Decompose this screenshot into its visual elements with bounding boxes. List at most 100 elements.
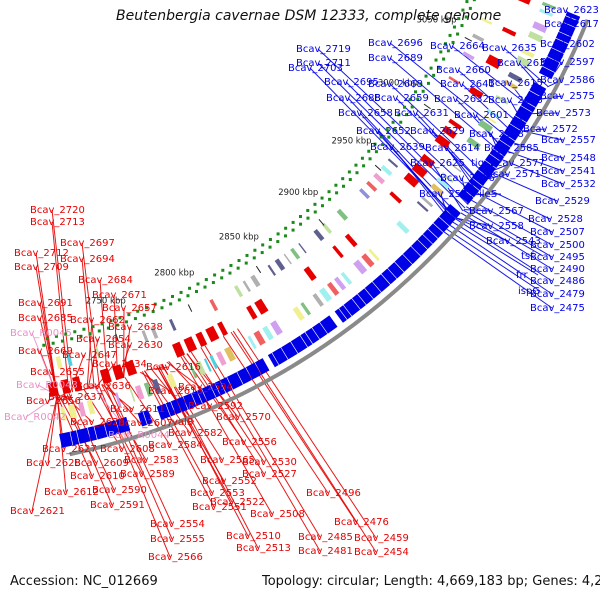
forward-cds-mark — [339, 305, 352, 320]
forward-cds-mark — [538, 66, 555, 80]
gc-skew-dot — [127, 313, 131, 317]
gene-label: Bcav_2657 — [102, 303, 157, 314]
gc-skew-dot — [42, 343, 46, 347]
gene-label: Bcav_2575 — [540, 91, 595, 102]
reverse-cds-mark — [303, 266, 317, 282]
forward-cds-mark — [115, 416, 131, 434]
cog-category-mark — [340, 271, 353, 285]
leader-line — [457, 69, 524, 129]
leader-line — [81, 258, 95, 387]
gene-label: frr — [516, 270, 528, 281]
reverse-cds-mark — [99, 368, 112, 384]
gc-skew-dot — [387, 135, 391, 139]
gene-label: Bcav_2585 — [484, 143, 539, 154]
gene-label: ispG — [518, 286, 540, 297]
gc-skew-dot — [171, 294, 175, 298]
gene-label: tig — [471, 158, 484, 169]
scale-label: 3000 kbp — [378, 79, 418, 89]
gene-label: Bcav_2573 — [536, 108, 591, 119]
forward-cds-mark — [143, 409, 153, 425]
forward-cds-mark — [183, 393, 197, 410]
genome-title: Beutenbergia cavernae DSM 12333, complet… — [116, 8, 502, 24]
gc-skew-dot — [419, 82, 423, 86]
leader-line — [477, 192, 553, 233]
cog-category-mark — [270, 320, 283, 336]
cog-category-mark — [520, 48, 535, 59]
cog-category-mark — [215, 351, 227, 366]
gene-label: Bcav_2592 — [188, 401, 243, 412]
cog-category-mark — [480, 17, 493, 25]
forward-cds-mark — [529, 82, 547, 97]
gene-label: Bcav_2529 — [535, 196, 590, 207]
gene-label: Bcav_2607 — [118, 418, 173, 429]
cog-category-mark — [359, 188, 371, 200]
leader-line — [94, 386, 143, 475]
leader-line — [31, 395, 58, 512]
gene-label: Bcav_2639 — [370, 142, 425, 153]
forward-cds-mark — [281, 341, 298, 360]
cog-category-mark — [353, 259, 368, 275]
gene-label: Bcav_R0042 — [4, 412, 66, 423]
gene-label: ileS — [479, 189, 497, 200]
gc-skew-dot — [100, 322, 104, 326]
gc-skew-dot — [424, 74, 428, 78]
gene-label: Bcav_2557 — [541, 135, 596, 146]
cog-category-mark — [336, 208, 349, 221]
cog-category-mark — [274, 258, 286, 271]
gc-skew-dot — [283, 234, 287, 238]
scale-tick-mark — [255, 265, 262, 274]
gc-skew-dot — [448, 33, 452, 37]
gc-skew-dot — [393, 128, 397, 132]
leader-line — [449, 224, 553, 295]
cog-category-mark — [466, 136, 481, 150]
gc-skew-dot — [373, 142, 377, 146]
leader-line — [502, 159, 564, 185]
reverse-cds-mark — [124, 360, 138, 377]
gc-skew-dot — [169, 302, 173, 306]
gene-label: Bcav_2632 — [434, 94, 489, 105]
cog-category-mark — [532, 21, 548, 34]
gene-label: Bcav_2541 — [541, 166, 596, 177]
gc-skew-dot — [360, 156, 364, 160]
cog-category-mark — [333, 276, 347, 291]
forward-cds-mark — [104, 420, 120, 437]
forward-cds-mark — [445, 204, 461, 219]
scale-label: 2750 kbp — [86, 297, 126, 307]
gc-skew-dot — [291, 228, 295, 232]
scale-tick-mark — [374, 164, 382, 171]
forward-cds-mark — [499, 133, 515, 148]
cog-category-mark — [150, 326, 159, 339]
forward-cds-mark — [520, 100, 536, 113]
leader-line — [377, 130, 455, 221]
cog-category-mark — [436, 177, 450, 190]
cog-category-mark — [166, 373, 177, 389]
forward-cds-mark — [503, 123, 522, 141]
scale-label: 2850 kbp — [219, 232, 259, 242]
gc-skew-dot — [194, 289, 198, 293]
forward-cds-mark — [514, 105, 533, 123]
gene-label: Bcav_2633 — [497, 58, 552, 69]
gene-label: Bcav_2543 — [486, 236, 541, 247]
forward-cds-mark — [555, 31, 572, 44]
cog-category-mark — [539, 8, 554, 17]
gene-label: Bcav_2556 — [222, 437, 277, 448]
gene-label: Bcav_2611 — [110, 404, 165, 415]
gc-skew-dot — [229, 263, 233, 267]
gene-label: Bcav_2629 — [410, 126, 465, 137]
leader-line — [204, 345, 321, 538]
gene-label: Bcav_2454 — [354, 547, 409, 558]
cog-category-mark — [143, 382, 153, 397]
forward-cds-mark — [468, 177, 483, 191]
gc-skew-dot — [221, 268, 225, 272]
gene-label: Bcav_2616 — [146, 362, 201, 373]
gc-skew-dot — [186, 294, 190, 298]
gc-skew-dot — [355, 171, 359, 175]
cog-category-mark — [477, 119, 493, 133]
cog-category-mark — [60, 406, 67, 421]
gc-skew-dot — [70, 337, 74, 341]
gene-label: Bcav_2479 — [530, 289, 585, 300]
cog-category-mark — [290, 247, 301, 260]
forward-cds-mark — [471, 169, 489, 186]
reverse-cds-mark — [419, 153, 436, 169]
